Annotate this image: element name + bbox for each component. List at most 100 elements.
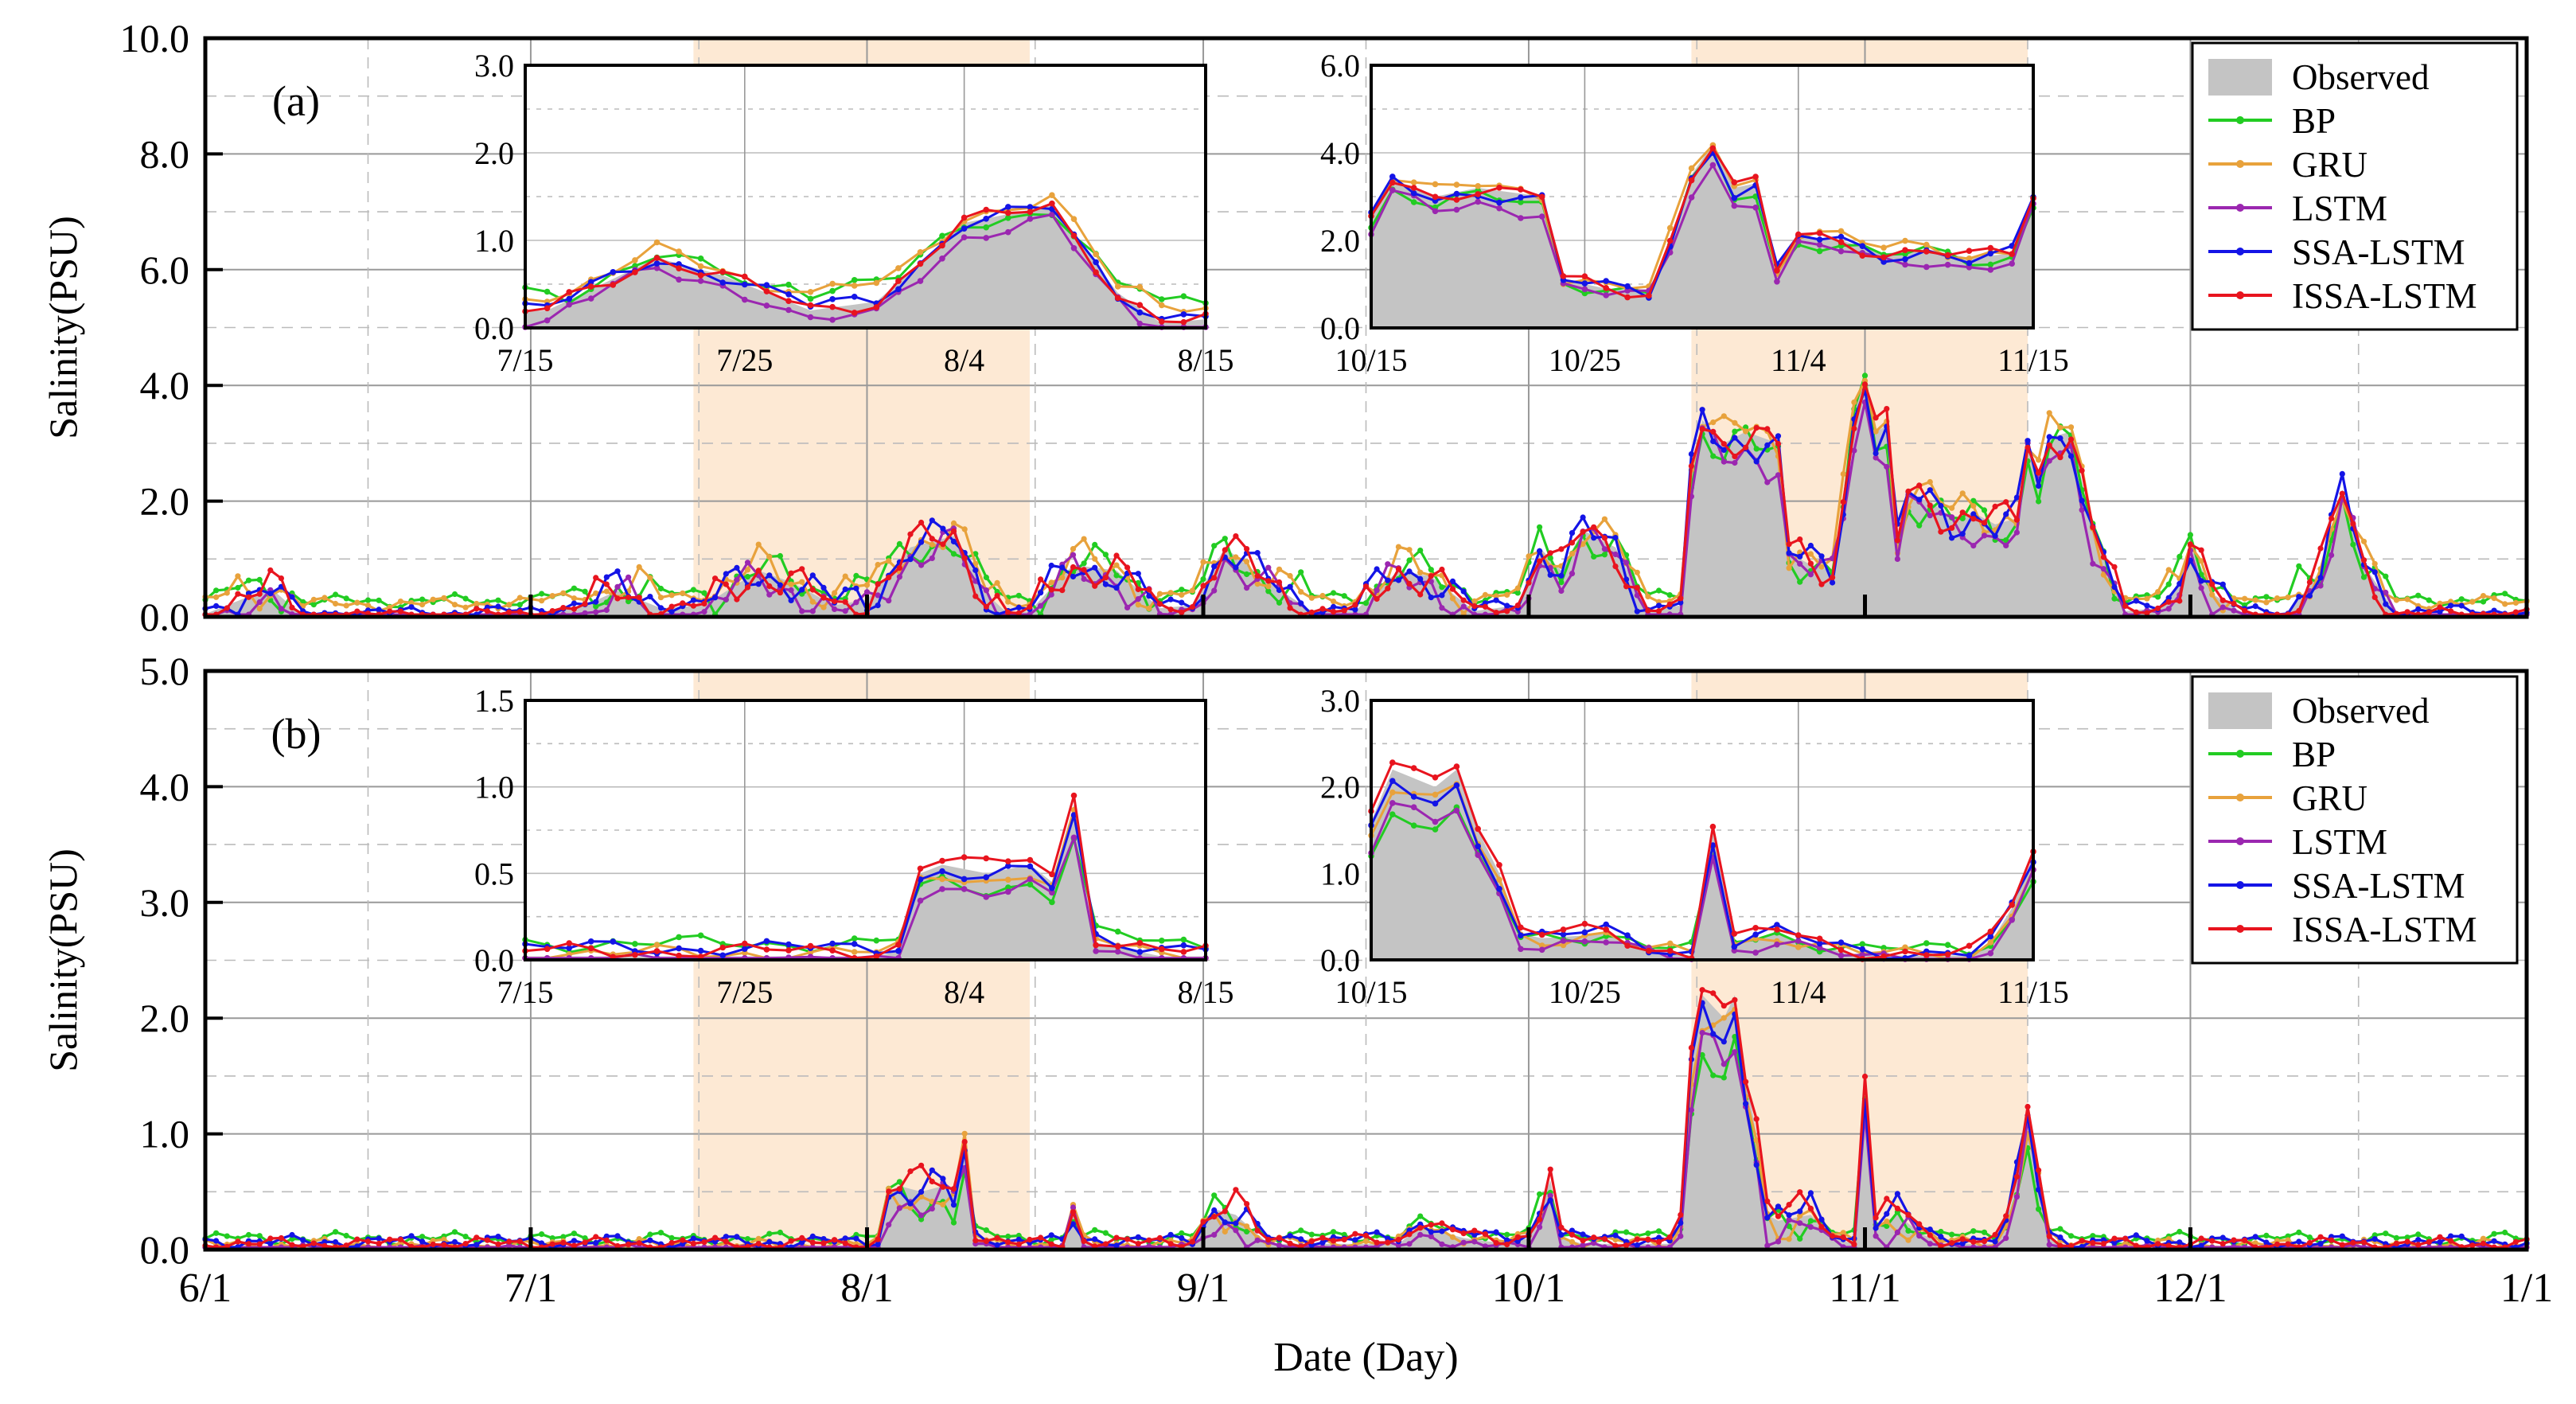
point-issa-lstm [560,605,567,611]
point-issa-lstm [1970,516,1977,522]
point-ssa-lstm [799,587,805,593]
point-issa-lstm [2036,470,2042,476]
point-ssa-lstm [2415,606,2422,613]
point-gru [343,603,349,609]
point-issa-lstm [734,596,740,603]
point-issa-lstm [2198,547,2204,553]
point-bp [1861,372,1869,379]
point-issa-lstm [2317,1234,2324,1240]
point-gru [863,582,871,588]
point-issa-lstm [842,1240,848,1246]
point-bp [1710,453,1717,459]
point-bp [2360,574,2368,580]
point-bp [2057,1226,2064,1232]
point-issa-lstm [744,584,751,591]
point-lstm [832,606,838,613]
point-issa-lstm [256,591,263,597]
point-bp [560,1234,567,1240]
point-lstm [1537,1224,1543,1230]
point-issa-lstm [1623,583,1630,590]
point-ssa-lstm [972,567,979,574]
point-issa-lstm [1156,601,1163,607]
point-lstm [1894,556,1900,563]
point-issa-lstm [2003,499,2009,505]
y-tick-label: 4.0 [140,363,190,408]
panel-a: 0.0 2.0 4.0 6.0 8.0 10.0 Salinity(PSU) (a) Obser… [41,16,2530,639]
point-issa-lstm [2165,1242,2172,1249]
point-lstm [734,576,740,583]
point-issa-lstm [918,519,925,526]
point-bp [571,585,578,591]
point-issa-lstm [1222,1208,1228,1215]
point-lstm [1949,514,1955,521]
inset-1-right: 0.0 1.0 2.0 3.0 10/15 10/25 11/4 11/15 [1320,683,2069,1010]
point-issa-lstm [1992,1231,1998,1238]
point-bp [2458,596,2465,603]
point-issa-lstm [777,590,784,596]
point-issa-lstm [712,575,719,582]
point-bp [1222,536,1228,542]
point-gru [1395,544,1401,550]
point-ssa-lstm [1352,606,1358,613]
point-ssa-lstm [2448,603,2454,609]
point-issa-lstm [1081,567,1087,573]
point-lstm [1797,560,1803,567]
point-gru [1949,505,1955,511]
point-issa-lstm [1385,1239,1391,1246]
point-issa-lstm [1189,604,1195,610]
point-issa-lstm [2231,1237,2237,1243]
point-bp [2067,1233,2075,1239]
point-issa-lstm [267,1235,274,1242]
point-ssa-lstm [1623,576,1630,583]
point-gru [940,1201,946,1207]
point-ssa-lstm [1514,1238,1521,1244]
point-ssa-lstm [755,581,762,587]
point-bp [2415,1231,2422,1238]
point-bp [539,591,545,597]
point-issa-lstm [310,1240,317,1246]
point-ssa-lstm [1428,1229,1434,1235]
point-ssa-lstm [1179,599,1185,606]
inset-line-lstm [1370,163,2035,297]
x-tick-label: 11/1 [1829,1266,1901,1311]
point-ssa-lstm [1015,1236,1022,1242]
point-issa-lstm [1743,444,1749,450]
point-ssa-lstm [1504,603,1510,609]
point-issa-lstm [1385,585,1391,592]
point-issa-lstm [474,1234,480,1241]
point-gru [1081,536,1087,542]
point-gru [430,596,436,603]
legend-marker-gru [2236,160,2244,168]
point-issa-lstm [1048,587,1054,593]
point-issa-lstm [2437,604,2443,610]
point-lstm [2198,585,2204,591]
point-issa-lstm [484,1237,491,1243]
point-issa-lstm [701,600,707,607]
point-ssa-lstm [2165,595,2172,601]
point-lstm [1460,603,1467,610]
point-ssa-lstm [690,1235,697,1242]
point-gru [2469,599,2476,605]
point-issa-lstm [1699,987,1705,993]
point-gru [1406,547,1413,553]
point-lstm [1612,551,1619,558]
point-gru [680,590,686,596]
point-ssa-lstm [1298,600,1304,606]
point-ssa-lstm [1710,438,1717,445]
point-ssa-lstm [2371,1236,2378,1242]
point-ssa-lstm [2306,593,2313,599]
point-issa-lstm [1558,1224,1565,1230]
y-tick-label: 2.0 [140,996,190,1040]
point-ssa-lstm [1298,1236,1304,1242]
point-gru [755,1235,762,1242]
point-issa-lstm [1851,1241,1857,1247]
point-bp [1732,428,1738,435]
point-ssa-lstm [1102,581,1109,587]
point-issa-lstm [1102,575,1109,581]
point-lstm [2100,566,2106,572]
point-issa-lstm [1319,1234,1326,1241]
point-bp [1807,1218,1814,1224]
point-gru [516,595,523,601]
point-issa-lstm [1287,1240,1293,1246]
point-bp [451,591,458,598]
